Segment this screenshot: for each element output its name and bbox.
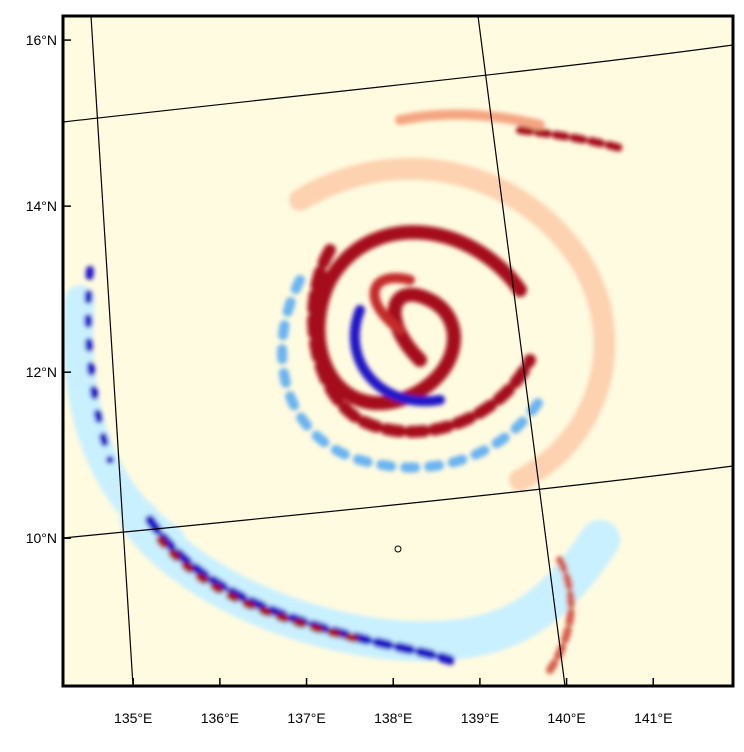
field-shading — [63, 109, 624, 674]
x-tick-label: 137°E — [287, 710, 325, 726]
x-tick-label: 136°E — [201, 710, 239, 726]
graticule — [63, 16, 733, 686]
x-tick-label: 135°E — [114, 710, 152, 726]
frame — [61, 14, 735, 688]
y-tick-label: 10°N — [26, 530, 57, 546]
x-tick-label: 140°E — [547, 710, 585, 726]
x-tick-label: 138°E — [374, 710, 412, 726]
y-tick-label: 12°N — [26, 364, 57, 380]
x-tick-label: 139°E — [461, 710, 499, 726]
field — [63, 16, 733, 686]
y-tick-label: 16°N — [26, 32, 57, 48]
x-tick-label: 141°E — [634, 710, 672, 726]
center-marker — [394, 545, 402, 553]
y-tick-label: 14°N — [26, 198, 57, 214]
